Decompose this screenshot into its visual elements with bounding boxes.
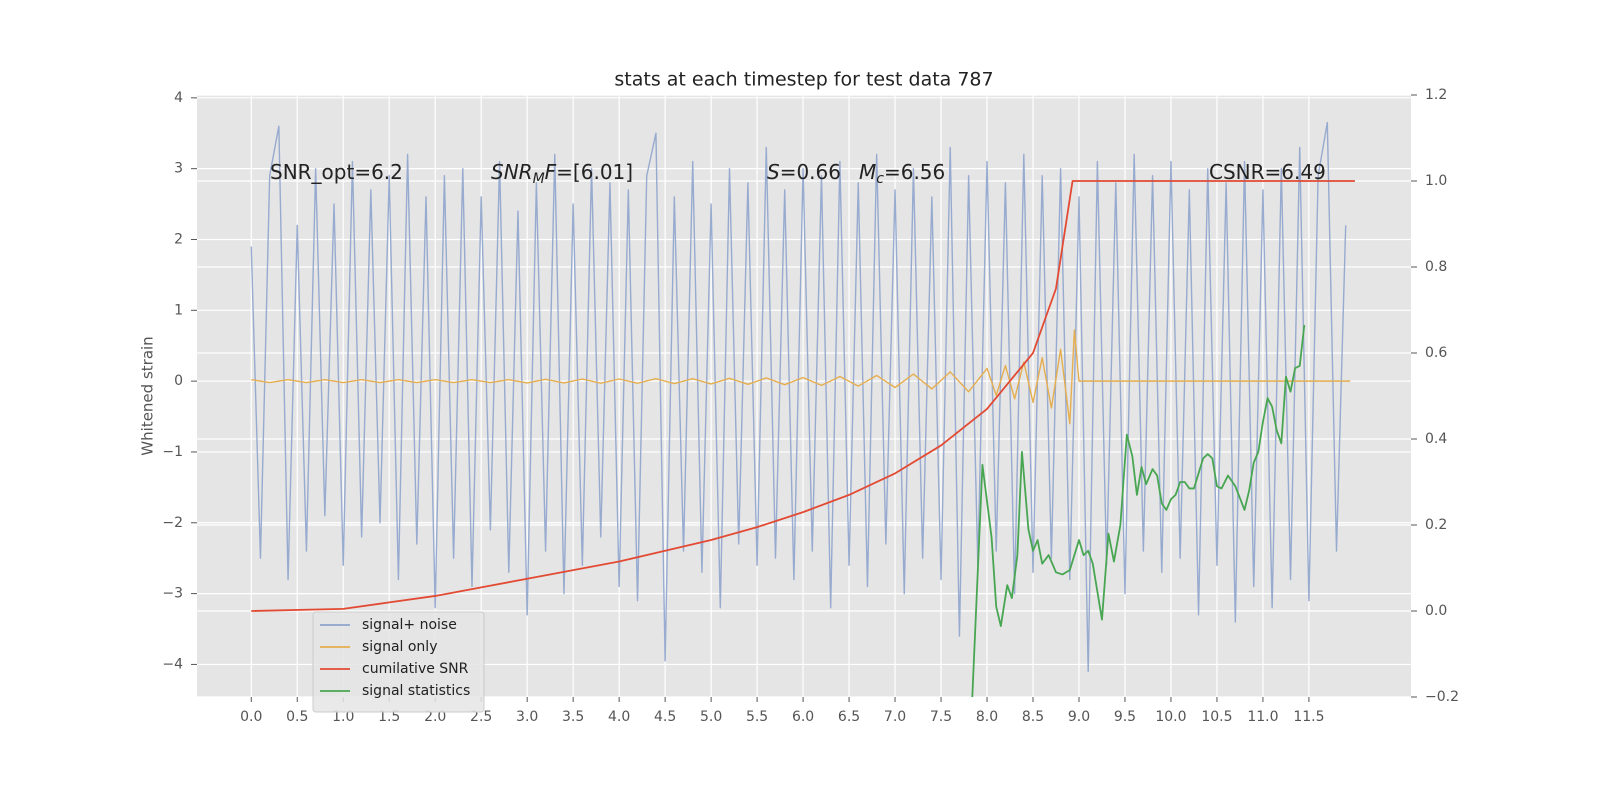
annotation-part: =[6.01] <box>556 160 633 184</box>
legend-label: signal only <box>362 639 437 655</box>
series-line <box>971 324 1306 697</box>
x-tick-label: 5.0 <box>700 709 722 725</box>
y2-tick-label: 0.6 <box>1425 345 1447 361</box>
y-tick-label: 1 <box>174 302 183 318</box>
annotation: SNR_opt=6.2 <box>270 160 403 184</box>
x-tick-label: 8.0 <box>976 709 998 725</box>
x-tick-label: 3.5 <box>562 709 584 725</box>
annotation-part: M <box>859 160 876 184</box>
y-tick-label: −1 <box>162 444 183 460</box>
annotation-part: =0.66 <box>780 160 841 184</box>
x-tick-label: 7.5 <box>930 709 952 725</box>
y2-tick-label: 0.2 <box>1425 517 1447 533</box>
x-tick-label: 0.0 <box>240 709 262 725</box>
series-line <box>251 180 1355 612</box>
y2-tick-label: 0.4 <box>1425 431 1447 447</box>
y-tick-label: 4 <box>174 90 183 106</box>
y-tick-label: −2 <box>162 515 183 531</box>
y-tick-label: 2 <box>174 231 183 247</box>
x-tick-label: 10.0 <box>1155 709 1186 725</box>
series-line <box>250 121 1347 673</box>
legend-label: cumilative SNR <box>362 661 469 677</box>
y-tick-label: 3 <box>174 161 183 177</box>
y2-tick-label: −0.2 <box>1425 689 1459 705</box>
y-tick-label: 0 <box>174 373 183 389</box>
x-tick-label: 8.5 <box>1022 709 1044 725</box>
x-tick-label: 5.5 <box>746 709 768 725</box>
annotation: SNRMF=[6.01] <box>491 160 633 188</box>
annotation-part: c <box>876 171 884 187</box>
x-tick-label: 2.5 <box>470 709 492 725</box>
x-tick-label: 6.0 <box>792 709 814 725</box>
x-tick-label: 7.0 <box>884 709 906 725</box>
x-tick-label: 4.5 <box>654 709 676 725</box>
x-tick-label: 0.5 <box>286 709 308 725</box>
y-tick-label: −3 <box>162 586 183 602</box>
chart-title: stats at each timestep for test data 787 <box>614 69 993 91</box>
x-tick-label: 3.0 <box>516 709 538 725</box>
x-tick-label: 2.0 <box>424 709 446 725</box>
x-tick-label: 4.0 <box>608 709 630 725</box>
y-axis-label: Whitened strain <box>139 336 157 455</box>
legend-box <box>312 611 485 713</box>
annotation: CSNR=6.49 <box>1209 160 1326 184</box>
x-tick-label: 9.0 <box>1068 709 1090 725</box>
x-tick-label: 11.5 <box>1293 709 1324 725</box>
annotation-part: CSNR=6.49 <box>1209 160 1326 184</box>
legend-label: signal statistics <box>362 683 470 699</box>
y2-tick-label: 0.8 <box>1425 259 1447 275</box>
series-line <box>251 329 1351 425</box>
x-tick-label: 6.5 <box>838 709 860 725</box>
annotation: Mc=6.56 <box>859 160 945 188</box>
y2-tick-label: 1.0 <box>1425 173 1447 189</box>
y-tick-label: −4 <box>162 656 183 672</box>
annotation-part: SNR_opt=6.2 <box>270 160 403 184</box>
x-tick-label: 10.5 <box>1201 709 1232 725</box>
annotation-part: =6.56 <box>884 160 945 184</box>
annotation: S=0.66 <box>767 160 841 184</box>
annotation-part: M <box>533 171 545 187</box>
annotation-part: F <box>545 160 557 184</box>
y2-tick-label: 1.2 <box>1425 87 1447 103</box>
x-tick-label: 1.0 <box>332 709 354 725</box>
x-tick-label: 9.5 <box>1114 709 1136 725</box>
annotation-part: SNR <box>491 160 533 184</box>
legend-label: signal+ noise <box>362 617 457 633</box>
x-tick-label: 11.0 <box>1247 709 1278 725</box>
x-tick-label: 1.5 <box>378 709 400 725</box>
annotation-part: S <box>767 160 780 184</box>
plot-lines <box>250 121 1355 697</box>
y2-tick-label: 0.0 <box>1425 603 1447 619</box>
